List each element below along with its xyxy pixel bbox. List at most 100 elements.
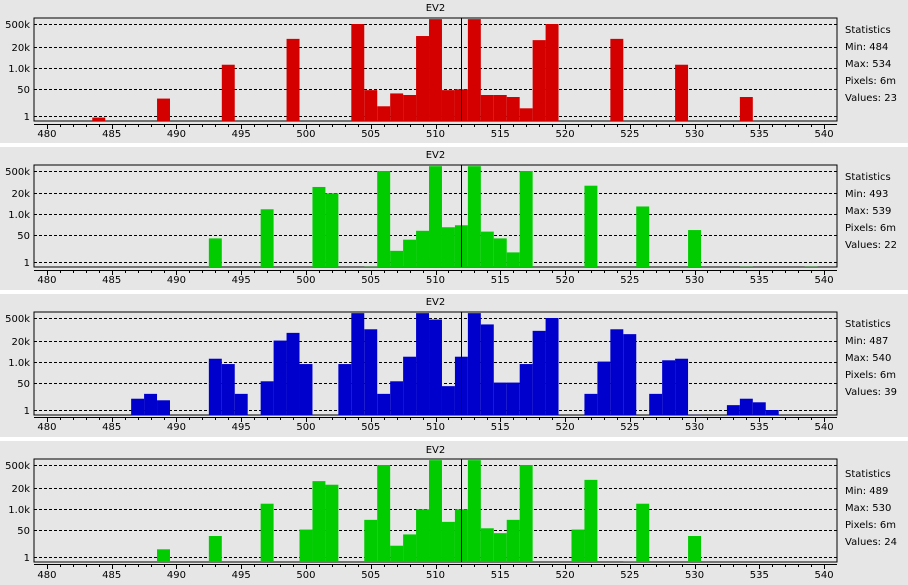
x-tick-label: 525: [620, 422, 639, 433]
histogram-bar: [441, 386, 455, 415]
chart-title: EV2: [426, 150, 446, 161]
histogram-bar: [493, 382, 507, 415]
statistics-max: Max: 530: [845, 503, 892, 514]
statistics-pixels: Pixels: 6m: [845, 223, 896, 234]
statistics-min: Min: 493: [845, 189, 889, 200]
x-tick-label: 515: [491, 422, 510, 433]
histogram-bar: [234, 393, 248, 415]
statistics-max: Max: 539: [845, 206, 892, 217]
y-tick-label: 1.0k: [8, 505, 30, 516]
x-tick-label: 490: [167, 129, 186, 140]
histogram-bar: [390, 93, 404, 121]
y-tick-label: 500k: [5, 314, 30, 325]
x-tick-label: 520: [555, 422, 574, 433]
histogram-bar: [429, 319, 442, 415]
x-tick-label: 510: [426, 275, 445, 286]
x-tick-label: 500: [296, 275, 315, 286]
histogram-bar: [545, 318, 559, 415]
histogram-bar: [519, 465, 533, 562]
statistics-min: Min: 489: [845, 486, 889, 497]
x-tick-label: 495: [232, 275, 251, 286]
x-tick-label: 525: [620, 275, 639, 286]
x-tick-label: 485: [102, 570, 121, 581]
y-tick-label: 50: [17, 231, 30, 242]
histogram-bar: [364, 329, 378, 415]
histogram-bar: [506, 252, 520, 267]
y-tick-label: 1: [24, 112, 30, 123]
histogram-bar: [144, 393, 158, 415]
histogram-panel-green-2: EV2 1 50 1.0k 20k 500k 480 485 490 495 500 505 510 51…: [0, 441, 908, 585]
y-tick-label: 50: [17, 526, 30, 537]
histogram-bar: [351, 313, 365, 415]
histogram-bar: [493, 238, 507, 267]
x-tick-label: 495: [232, 422, 251, 433]
histogram-bar: [506, 519, 520, 562]
histogram-bar: [493, 95, 507, 121]
histogram-bar: [675, 358, 689, 415]
histogram-bar: [675, 64, 689, 121]
histogram-bar: [467, 460, 481, 562]
histogram-bar: [493, 533, 507, 562]
histogram-bar: [377, 106, 391, 121]
histogram-bar: [519, 171, 533, 267]
histogram-bar: [688, 230, 702, 267]
histogram-bar: [377, 393, 391, 415]
histogram-bar: [312, 481, 326, 562]
y-tick-label: 500k: [5, 167, 30, 178]
x-tick-label: 480: [37, 275, 56, 286]
histogram-bar: [377, 465, 391, 562]
histogram-bar: [325, 484, 339, 562]
histogram-bar: [416, 509, 430, 562]
chart-title: EV2: [426, 445, 446, 456]
histogram-bar: [467, 19, 481, 121]
x-tick-label: 500: [296, 129, 315, 140]
x-tick-label: 480: [37, 422, 56, 433]
histogram-bar: [390, 545, 404, 562]
histogram-bar: [403, 95, 417, 121]
y-tick-label: 50: [17, 379, 30, 390]
chart-title: EV2: [426, 3, 446, 14]
x-tick-label: 535: [750, 275, 769, 286]
histogram-panel-red: EV2 1 50 1.0k 20k 500k 480 485 490 495 500 505 510 51…: [0, 0, 908, 143]
x-tick-label: 495: [232, 570, 251, 581]
histogram-bar: [208, 238, 222, 267]
chart-title: EV2: [426, 297, 446, 308]
histogram-bar: [221, 64, 235, 121]
histogram-bar: [519, 108, 533, 121]
statistics-box-green-2: Statistics Min: 489 Max: 530 Pixels: 6m …: [845, 466, 897, 551]
histogram-bar: [506, 382, 520, 415]
histogram-bar: [260, 503, 274, 562]
histogram-bar: [157, 98, 170, 121]
histogram-bar: [688, 536, 702, 562]
y-tick-label: 500k: [5, 461, 30, 472]
statistics-box-blue: Statistics Min: 487 Max: 540 Pixels: 6m …: [845, 316, 897, 401]
y-tick-label: 1: [24, 406, 30, 417]
x-tick-label: 490: [167, 275, 186, 286]
histogram-bar: [467, 166, 481, 267]
y-tick-label: 1.0k: [8, 210, 30, 221]
histogram-bar: [467, 313, 481, 415]
x-tick-label: 505: [361, 422, 380, 433]
x-tick-label: 480: [37, 570, 56, 581]
histogram-bar: [726, 405, 740, 415]
histogram-bar: [441, 521, 455, 562]
statistics-heading: Statistics: [845, 172, 891, 183]
x-tick-label: 540: [815, 570, 834, 581]
histogram-bar: [441, 90, 455, 121]
histogram-bar: [480, 95, 494, 121]
y-tick-label: 1: [24, 258, 30, 269]
x-tick-label: 540: [815, 275, 834, 286]
statistics-pixels: Pixels: 6m: [845, 76, 896, 87]
histogram-bar: [584, 393, 598, 415]
x-tick-label: 500: [296, 422, 315, 433]
y-tick-label: 1.0k: [8, 64, 30, 75]
x-tick-label: 515: [491, 275, 510, 286]
statistics-box-green: Statistics Min: 493 Max: 539 Pixels: 6m …: [845, 169, 897, 254]
statistics-pixels: Pixels: 6m: [845, 520, 896, 531]
x-tick-label: 515: [491, 570, 510, 581]
histogram-bar: [480, 528, 494, 562]
histogram-bar: [92, 117, 106, 121]
histogram-bar: [351, 24, 365, 121]
x-tick-label: 485: [102, 129, 121, 140]
histogram-bar: [377, 171, 391, 267]
